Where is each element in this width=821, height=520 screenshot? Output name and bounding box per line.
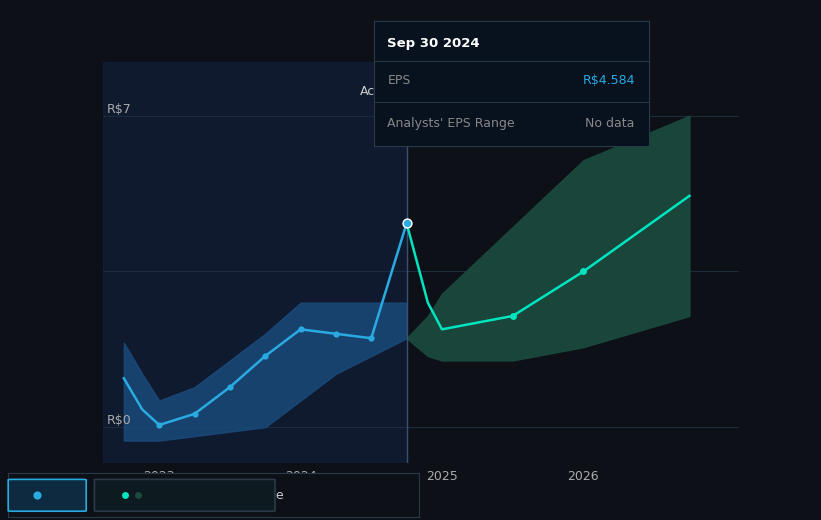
Point (329, 330, 342, 338)
FancyBboxPatch shape (94, 479, 275, 511)
Text: Analysts' EPS Range: Analysts' EPS Range (156, 489, 283, 502)
Text: Analysts Forecasts: Analysts Forecasts (420, 85, 537, 98)
Text: Sep 30 2024: Sep 30 2024 (388, 37, 480, 50)
Text: R$0: R$0 (107, 414, 131, 427)
Point (400, 219, 413, 227)
Point (259, 352, 272, 360)
Text: R$4.584: R$4.584 (582, 74, 635, 87)
Point (118, 491, 131, 499)
Point (131, 491, 144, 499)
Point (400, 219, 413, 227)
Point (577, 267, 590, 276)
Point (188, 410, 201, 418)
Point (223, 383, 236, 392)
Point (30, 491, 44, 499)
Text: R$7: R$7 (107, 103, 131, 116)
Text: No data: No data (585, 116, 635, 129)
Point (153, 421, 166, 429)
FancyBboxPatch shape (8, 479, 86, 511)
Point (365, 334, 378, 342)
Text: Analysts' EPS Range: Analysts' EPS Range (388, 116, 515, 129)
Text: EPS: EPS (57, 489, 80, 502)
Point (294, 325, 307, 333)
Bar (103, 62, 406, 463)
Text: Actual: Actual (360, 85, 400, 98)
Text: EPS: EPS (388, 74, 410, 87)
Point (506, 312, 519, 320)
